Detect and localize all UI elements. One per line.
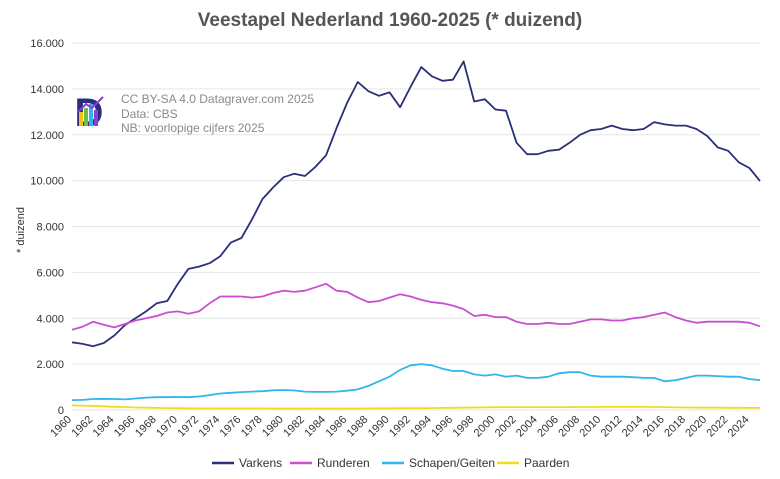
x-tick-label: 1990 xyxy=(366,414,392,440)
series-lines xyxy=(71,60,761,410)
x-tick-label: 1992 xyxy=(387,414,413,440)
y-tick-label: 2.000 xyxy=(36,359,64,371)
y-tick-label: 8.000 xyxy=(36,222,64,234)
legend: Varkens Runderen Schapen/Geiten Paarden xyxy=(212,456,569,470)
x-tick-label: 1984 xyxy=(302,414,328,440)
x-tick-label: 1960 xyxy=(48,414,74,440)
x-tick-label: 2006 xyxy=(535,414,561,440)
x-tick-label: 1982 xyxy=(281,414,307,440)
x-tick-label: 2012 xyxy=(599,414,625,440)
legend-label: Runderen xyxy=(317,456,370,470)
x-tick-label: 2018 xyxy=(662,414,688,440)
x-tick-label: 1996 xyxy=(429,414,455,440)
legend-label: Paarden xyxy=(524,456,569,470)
x-tick-label: 1970 xyxy=(154,414,180,440)
x-tick-label: 2014 xyxy=(620,414,646,440)
x-tick-label: 1980 xyxy=(260,414,286,440)
series-line-paarden xyxy=(71,404,760,410)
x-axis-ticks: 1960196219641966196819701972197419761978… xyxy=(48,414,751,440)
x-tick-label: 2022 xyxy=(705,414,731,440)
y-axis-ticks: 0 2.000 4.000 6.000 8.000 10.000 12.000 14.000 1… xyxy=(30,38,64,417)
y-tick-label: 16.000 xyxy=(30,38,64,50)
credit-license: CC BY-SA 4.0 Datagraver.com 2025 xyxy=(121,92,314,106)
x-tick-label: 1966 xyxy=(112,414,138,440)
x-tick-label: 2000 xyxy=(472,414,498,440)
x-tick-label: 1964 xyxy=(91,414,117,440)
series-line-varkens xyxy=(71,60,761,348)
x-tick-label: 1972 xyxy=(175,414,201,440)
x-tick-label: 1974 xyxy=(197,414,223,440)
legend-label: Varkens xyxy=(239,456,282,470)
y-tick-label: 14.000 xyxy=(30,84,64,96)
y-axis-label: * duizend xyxy=(15,207,27,253)
legend-label: Schapen/Geiten xyxy=(409,456,495,470)
credit-note: NB: voorlopige cijfers 2025 xyxy=(121,121,265,135)
x-tick-label: 1998 xyxy=(451,414,477,440)
y-tick-label: 12.000 xyxy=(30,130,64,142)
y-tick-label: 6.000 xyxy=(36,267,64,279)
y-tick-label: 0 xyxy=(58,405,64,417)
x-tick-label: 2010 xyxy=(578,414,604,440)
series-line-runderen xyxy=(71,282,761,331)
x-tick-label: 2002 xyxy=(493,414,519,440)
x-tick-label: 1994 xyxy=(408,414,434,440)
x-tick-label: 1976 xyxy=(218,414,244,440)
x-tick-label: 1986 xyxy=(324,414,350,440)
x-tick-label: 1962 xyxy=(69,414,95,440)
y-tick-label: 4.000 xyxy=(36,313,64,325)
x-tick-label: 1968 xyxy=(133,414,159,440)
x-tick-label: 2004 xyxy=(514,414,540,440)
x-tick-label: 2020 xyxy=(683,414,709,440)
datagraver-logo: D xyxy=(75,91,104,135)
x-tick-label: 2008 xyxy=(556,414,582,440)
chart-title: Veestapel Nederland 1960-2025 (* duizend… xyxy=(198,10,582,31)
x-tick-label: 1988 xyxy=(345,414,371,440)
x-tick-label: 2016 xyxy=(641,414,667,440)
y-tick-label: 10.000 xyxy=(30,176,64,188)
x-tick-label: 1978 xyxy=(239,414,265,440)
series-line-schapen-geiten xyxy=(71,363,761,401)
credit-source: Data: CBS xyxy=(121,107,178,121)
x-tick-label: 2024 xyxy=(726,414,752,440)
